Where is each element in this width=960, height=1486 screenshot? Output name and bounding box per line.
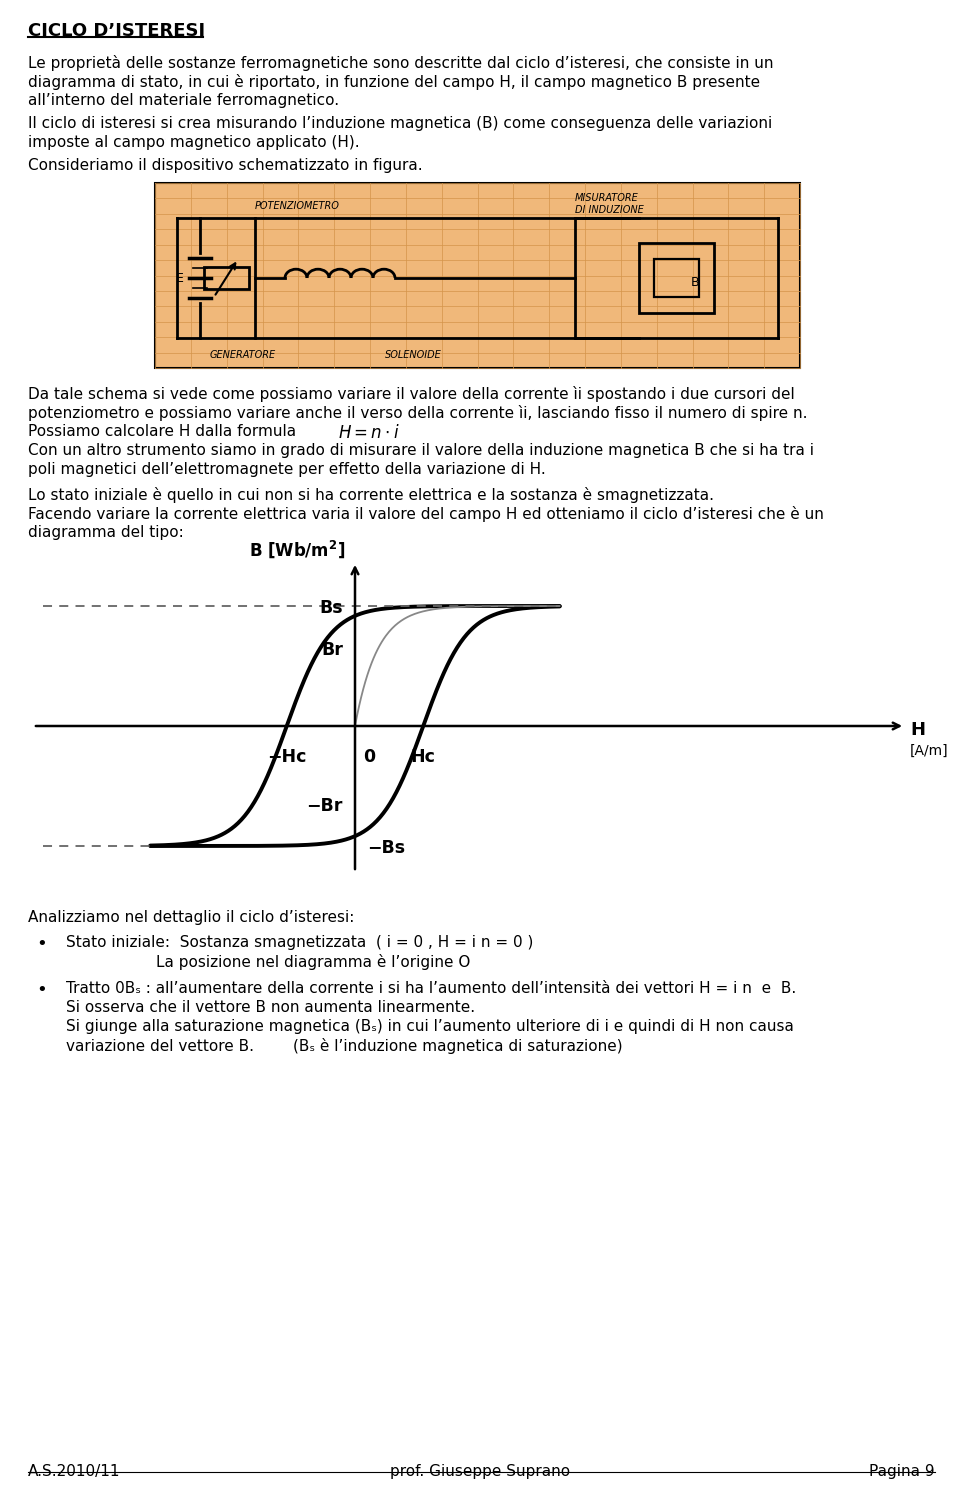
Text: poli magnetici dell’elettromagnete per effetto della variazione di H.: poli magnetici dell’elettromagnete per e… — [28, 462, 545, 477]
Text: Si osserva che il vettore B non aumenta linearmente.: Si osserva che il vettore B non aumenta … — [66, 1000, 475, 1015]
Text: all’interno del materiale ferromagnetico.: all’interno del materiale ferromagnetico… — [28, 94, 339, 108]
Text: diagramma del tipo:: diagramma del tipo: — [28, 525, 183, 539]
Text: E: E — [176, 272, 184, 284]
Text: Con un altro strumento siamo in grado di misurare il valore della induzione magn: Con un altro strumento siamo in grado di… — [28, 443, 814, 458]
Text: Br: Br — [322, 640, 343, 658]
Text: La posizione nel diagramma è l’origine O: La posizione nel diagramma è l’origine O — [156, 954, 470, 970]
Text: Pagina 9: Pagina 9 — [870, 1464, 935, 1479]
Text: potenziometro e possiamo variare anche il verso della corrente ìi, lasciando fis: potenziometro e possiamo variare anche i… — [28, 406, 807, 421]
Bar — [654, 259, 699, 297]
Text: −Br: −Br — [306, 796, 343, 814]
Text: GENERATORE: GENERATORE — [210, 351, 276, 360]
Text: Possiamo calcolare H dalla formula: Possiamo calcolare H dalla formula — [28, 424, 306, 438]
Text: −Hc: −Hc — [267, 747, 306, 765]
Text: Consideriamo il dispositivo schematizzato in figura.: Consideriamo il dispositivo schematizzat… — [28, 158, 422, 172]
Text: Hc: Hc — [411, 747, 436, 765]
Text: Il ciclo di isteresi si crea misurando l’induzione magnetica (B) come conseguenz: Il ciclo di isteresi si crea misurando l… — [28, 116, 772, 131]
Bar — [204, 267, 249, 288]
Text: Lo stato iniziale è quello in cui non si ha corrente elettrica e la sostanza è s: Lo stato iniziale è quello in cui non si… — [28, 487, 714, 502]
Text: [A/m]: [A/m] — [910, 744, 948, 758]
Text: DI INDUZIONE: DI INDUZIONE — [575, 205, 644, 215]
Text: A.S.2010/11: A.S.2010/11 — [28, 1464, 121, 1479]
Text: MISURATORE: MISURATORE — [575, 193, 638, 204]
Text: POTENZIOMETRO: POTENZIOMETRO — [255, 201, 340, 211]
Text: •: • — [36, 981, 47, 999]
Text: imposte al campo magnetico applicato (H).: imposte al campo magnetico applicato (H)… — [28, 135, 360, 150]
Text: Tratto 0Bₛ : all’aumentare della corrente i si ha l’aumento dell’intensità dei v: Tratto 0Bₛ : all’aumentare della corrent… — [66, 981, 796, 996]
Text: CICLO D’ISTERESI: CICLO D’ISTERESI — [28, 22, 205, 40]
Text: 0: 0 — [363, 747, 375, 765]
Text: Le proprietà delle sostanze ferromagnetiche sono descritte dal ciclo d’isteresi,: Le proprietà delle sostanze ferromagneti… — [28, 55, 774, 71]
Text: Si giunge alla saturazione magnetica (Bₛ) in cui l’aumento ulteriore di i e quin: Si giunge alla saturazione magnetica (Bₛ… — [66, 1019, 794, 1034]
Text: $\mathbf{B\ [Wb/m^2]}$: $\mathbf{B\ [Wb/m^2]}$ — [249, 538, 345, 560]
Text: Bs: Bs — [320, 599, 343, 617]
Bar — [639, 244, 714, 314]
Text: $\mathbf{H}$: $\mathbf{H}$ — [910, 721, 925, 739]
Text: variazione del vettore B.        (Bₛ è l’induzione magnetica di saturazione): variazione del vettore B. (Bₛ è l’induzi… — [66, 1039, 623, 1054]
Bar — [155, 183, 800, 369]
Text: Da tale schema si vede come possiamo variare il valore della corrente ìi spostan: Da tale schema si vede come possiamo var… — [28, 386, 795, 403]
Text: SOLENOIDE: SOLENOIDE — [385, 351, 442, 360]
Text: prof. Giuseppe Suprano: prof. Giuseppe Suprano — [390, 1464, 570, 1479]
Text: diagramma di stato, in cui è riportato, in funzione del campo H, il campo magnet: diagramma di stato, in cui è riportato, … — [28, 74, 760, 91]
Text: Analizziamo nel dettaglio il ciclo d’isteresi:: Analizziamo nel dettaglio il ciclo d’ist… — [28, 909, 354, 924]
Text: •: • — [36, 935, 47, 953]
Text: Facendo variare la corrente elettrica varia il valore del campo H ed otteniamo i: Facendo variare la corrente elettrica va… — [28, 507, 824, 522]
Text: B: B — [691, 276, 700, 290]
Text: $H = n \cdot i$: $H = n \cdot i$ — [338, 424, 399, 441]
Text: Stato iniziale:  Sostanza smagnetizzata  ( i = 0 , H = i n = 0 ): Stato iniziale: Sostanza smagnetizzata (… — [66, 935, 534, 950]
Text: −Bs: −Bs — [367, 840, 405, 857]
